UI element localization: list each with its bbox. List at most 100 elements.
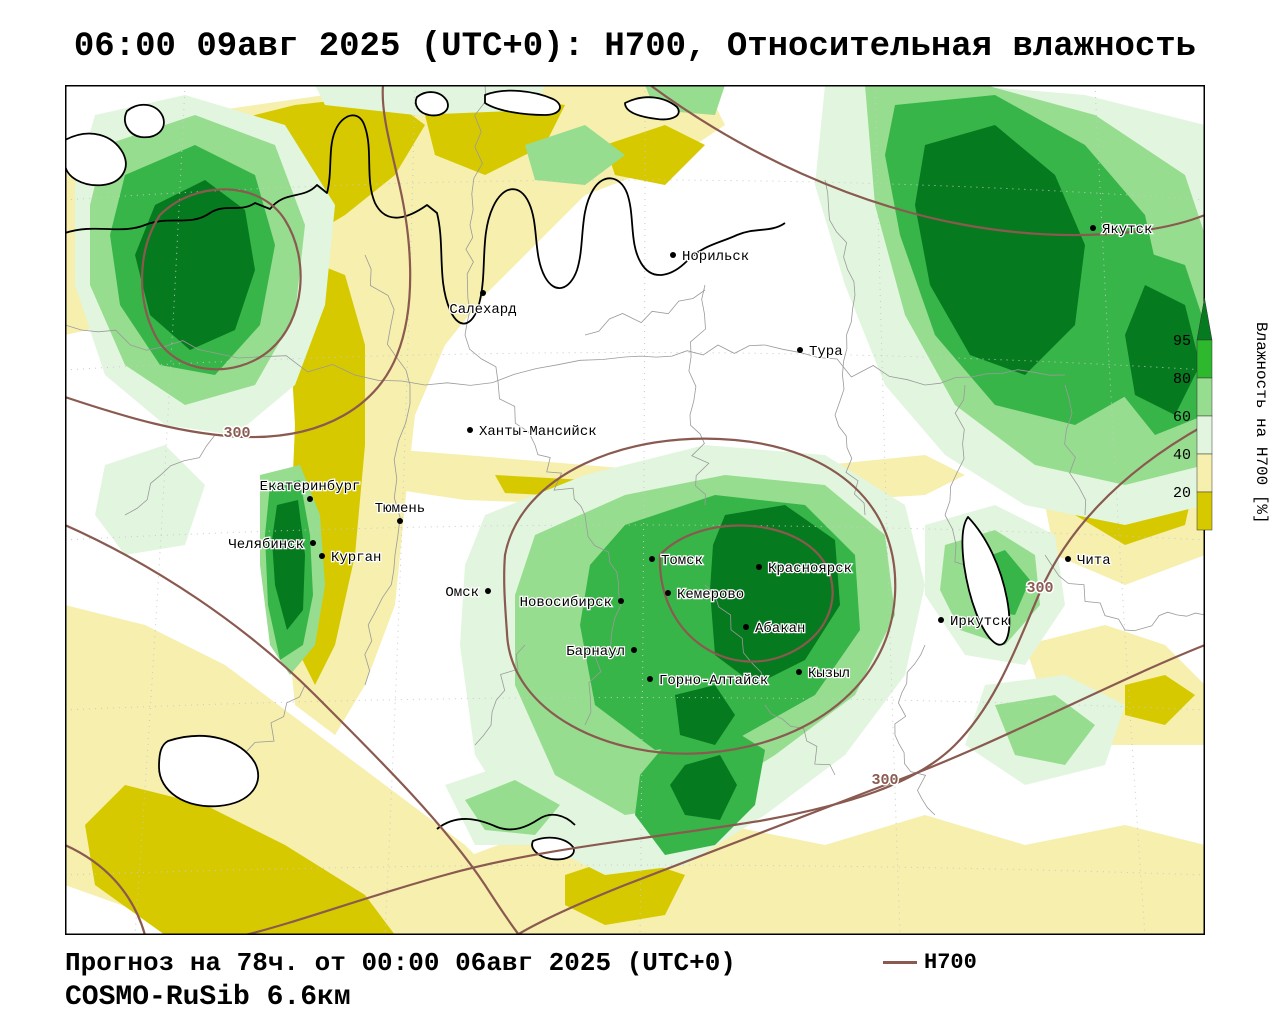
city-label: Иркутск	[950, 614, 1009, 630]
graticule-layer	[65, 85, 1205, 935]
admin-boundary	[584, 604, 622, 726]
admin-boundary	[824, 179, 856, 296]
admin-boundary	[944, 384, 966, 516]
legend-segment	[1196, 453, 1213, 493]
city: Горно-Алтайск	[647, 671, 769, 690]
contour-line-legend: H700	[883, 950, 977, 975]
admin-boundary	[364, 554, 396, 686]
admin-boundary	[924, 369, 1066, 386]
contour-label-layer: 300 300 300	[222, 424, 1055, 791]
legend-segment	[1196, 297, 1213, 341]
city-label: Салехард	[449, 302, 516, 318]
city-label: Томск	[661, 553, 703, 569]
city-layer: Норильск Салехард Тура Ханты-Мансийск Екатер…	[227, 221, 1154, 691]
city-label: Красноярск	[768, 561, 852, 577]
city: Чита	[1065, 552, 1112, 570]
city-marker	[307, 496, 313, 502]
admin-boundary	[393, 385, 411, 556]
legend-segment	[1196, 491, 1213, 531]
admin-boundary	[65, 324, 216, 354]
contour-label: 300	[871, 772, 898, 789]
south-border-coast	[436, 813, 576, 831]
humidity-fill-layer	[65, 85, 1205, 935]
map-title: 06:00 09авг 2025 (UTC+0): H700, Относите…	[73, 28, 1197, 66]
kanin-peninsula	[124, 103, 165, 139]
admin-boundary	[894, 644, 926, 736]
legend-tick: 60	[1173, 409, 1191, 426]
admin-boundary	[1124, 611, 1205, 632]
map-canvas: 300 300 300 Норильск Салехард Тура Ханты-Манс…	[65, 85, 1205, 935]
admin-boundary	[1044, 554, 1126, 631]
city-label: Горно-Алтайск	[659, 672, 768, 689]
admin-boundary	[534, 444, 586, 516]
city-marker	[618, 598, 624, 604]
h700-line-sample	[883, 961, 917, 964]
city: Иркутск	[938, 613, 1010, 631]
white-sea	[65, 132, 127, 187]
legend-tick: 80	[1173, 371, 1191, 388]
city-label: Тюмень	[375, 501, 425, 517]
legend-title: Влажность на H700 [%]	[1252, 322, 1270, 524]
admin-boundary	[469, 85, 487, 226]
city-label: Абакан	[755, 620, 805, 637]
legend-segment	[1196, 377, 1213, 417]
city-marker	[485, 588, 491, 594]
admin-boundary	[464, 334, 536, 446]
city-label: Екатеринбург	[260, 478, 361, 495]
city-marker	[743, 624, 749, 630]
legend-tick: 20	[1173, 485, 1191, 502]
arctic-coastline	[65, 114, 786, 325]
city: Салехард	[448, 290, 518, 319]
city-label: Ханты-Мансийск	[479, 423, 597, 440]
city-label: Тура	[809, 344, 843, 360]
city: Тура	[797, 343, 844, 361]
city-marker	[1090, 225, 1096, 231]
city-marker	[631, 647, 637, 653]
city: Якутск	[1090, 221, 1154, 239]
city: Барнаул	[565, 643, 637, 661]
city: Омск	[444, 584, 491, 602]
humidity-legend: 95 80 60 40 20 Влажность на H700 [%]	[1173, 297, 1270, 531]
lake-southwest	[158, 735, 260, 808]
admin-boundary	[764, 704, 836, 776]
city: Кемерово	[665, 586, 745, 604]
city: Красноярск	[756, 560, 853, 578]
admin-boundary	[834, 414, 866, 516]
geopotential-contour-layer	[65, 85, 1205, 935]
legend-tick: 40	[1173, 447, 1191, 464]
city: Ханты-Мансийск	[467, 422, 598, 441]
h700-line-label: H700	[924, 950, 977, 975]
legend-segment	[1196, 339, 1213, 379]
city: Курган	[319, 549, 383, 567]
admin-boundaries-layer	[65, 85, 1205, 816]
city-marker	[797, 347, 803, 353]
city-marker	[397, 518, 403, 524]
city: Томск	[649, 552, 704, 570]
city-marker	[319, 553, 325, 559]
city: Новосибирск	[518, 593, 624, 612]
legend-tick: 95	[1173, 333, 1191, 350]
city-marker	[938, 617, 944, 623]
city-marker	[670, 252, 676, 258]
admin-boundary	[124, 434, 216, 516]
contour-label: 300	[1026, 580, 1053, 597]
city-label: Чита	[1077, 553, 1111, 569]
city-marker	[467, 427, 473, 433]
city-label: Барнаул	[566, 644, 625, 660]
contour-label: 300	[223, 425, 250, 442]
admin-boundary	[364, 254, 411, 386]
coastline-layer	[65, 89, 1011, 861]
admin-boundary	[688, 284, 706, 416]
admin-boundary	[1064, 384, 1087, 516]
admin-boundary	[464, 224, 474, 336]
city-marker	[665, 590, 671, 596]
legend-bar	[1196, 297, 1213, 531]
city-label: Омск	[445, 585, 479, 601]
admin-boundary	[834, 294, 856, 416]
city-label: Кемерово	[677, 587, 744, 603]
city: Норильск	[670, 248, 750, 266]
city-marker	[480, 290, 486, 296]
legend-ticks: 95 80 60 40 20	[1173, 333, 1191, 502]
model-info: COSMO-RuSib 6.6км	[65, 982, 351, 1013]
